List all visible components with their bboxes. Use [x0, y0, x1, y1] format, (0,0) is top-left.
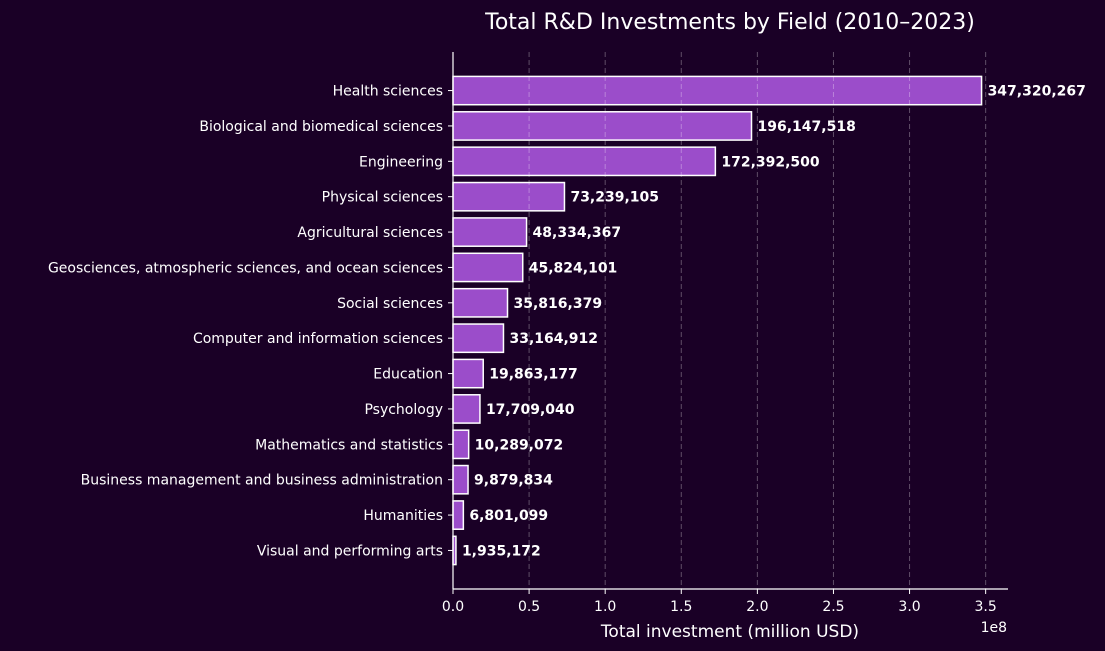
data-label: 6,801,099 [469, 508, 548, 524]
data-label: 172,392,500 [721, 154, 820, 170]
data-label: 196,147,518 [758, 119, 856, 135]
bar [452, 394, 481, 424]
bar [452, 500, 465, 530]
x-tick-label: 3.0 [898, 599, 920, 615]
data-label: 19,863,177 [489, 367, 578, 383]
data-label: 17,709,040 [486, 402, 575, 418]
y-tick-label: Humanities [363, 508, 443, 524]
y-tick-label: Physical sciences [322, 190, 443, 206]
data-label: 73,239,105 [570, 190, 659, 206]
bar [452, 181, 566, 212]
data-label: 48,334,367 [533, 225, 622, 241]
y-tick-label: Engineering [359, 154, 443, 170]
bar [452, 287, 509, 318]
y-tick-label: Biological and biomedical sciences [199, 119, 443, 135]
data-label: 33,164,912 [509, 331, 598, 347]
x-tick-label: 3.5 [975, 599, 997, 615]
bar [452, 323, 505, 354]
x-tick-label: 0.5 [518, 599, 540, 615]
bar [452, 75, 983, 106]
x-offset-label: 1e8 [981, 620, 1007, 636]
y-tick-label: Agricultural sciences [297, 225, 443, 241]
bar [452, 358, 484, 389]
y-tick-label: Geosciences, atmospheric sciences, and o… [48, 260, 443, 276]
bar [452, 429, 470, 460]
x-tick-label: 1.0 [594, 599, 616, 615]
y-tick-label: Mathematics and statistics [255, 437, 443, 453]
bar [452, 146, 717, 177]
x-tick-label: 2.0 [746, 599, 768, 615]
x-tick-label: 0.0 [442, 599, 464, 615]
data-label: 347,320,267 [988, 84, 1086, 100]
y-tick-label: Visual and performing arts [257, 543, 443, 559]
x-tick-label: 2.5 [822, 599, 844, 615]
y-tick-label: Education [373, 367, 443, 383]
x-axis-label: Total investment (million USD) [600, 622, 859, 642]
chart-title: Total R&D Investments by Field (2010–202… [484, 10, 975, 35]
y-tick-label: Health sciences [333, 84, 443, 100]
bar [452, 252, 524, 283]
bar [452, 217, 528, 247]
data-label: 1,935,172 [462, 543, 541, 559]
y-tick-label: Psychology [364, 402, 443, 418]
y-tick-label: Computer and information sciences [193, 331, 443, 347]
data-label: 9,879,834 [474, 473, 553, 489]
bar [452, 464, 469, 495]
data-label: 35,816,379 [514, 296, 603, 312]
data-label: 45,824,101 [529, 260, 618, 276]
y-tick-label: Business management and business adminis… [81, 473, 443, 489]
bar [452, 111, 753, 141]
data-label: 10,289,072 [475, 437, 564, 453]
y-tick-label: Social sciences [337, 296, 443, 312]
x-tick-label: 1.5 [670, 599, 692, 615]
